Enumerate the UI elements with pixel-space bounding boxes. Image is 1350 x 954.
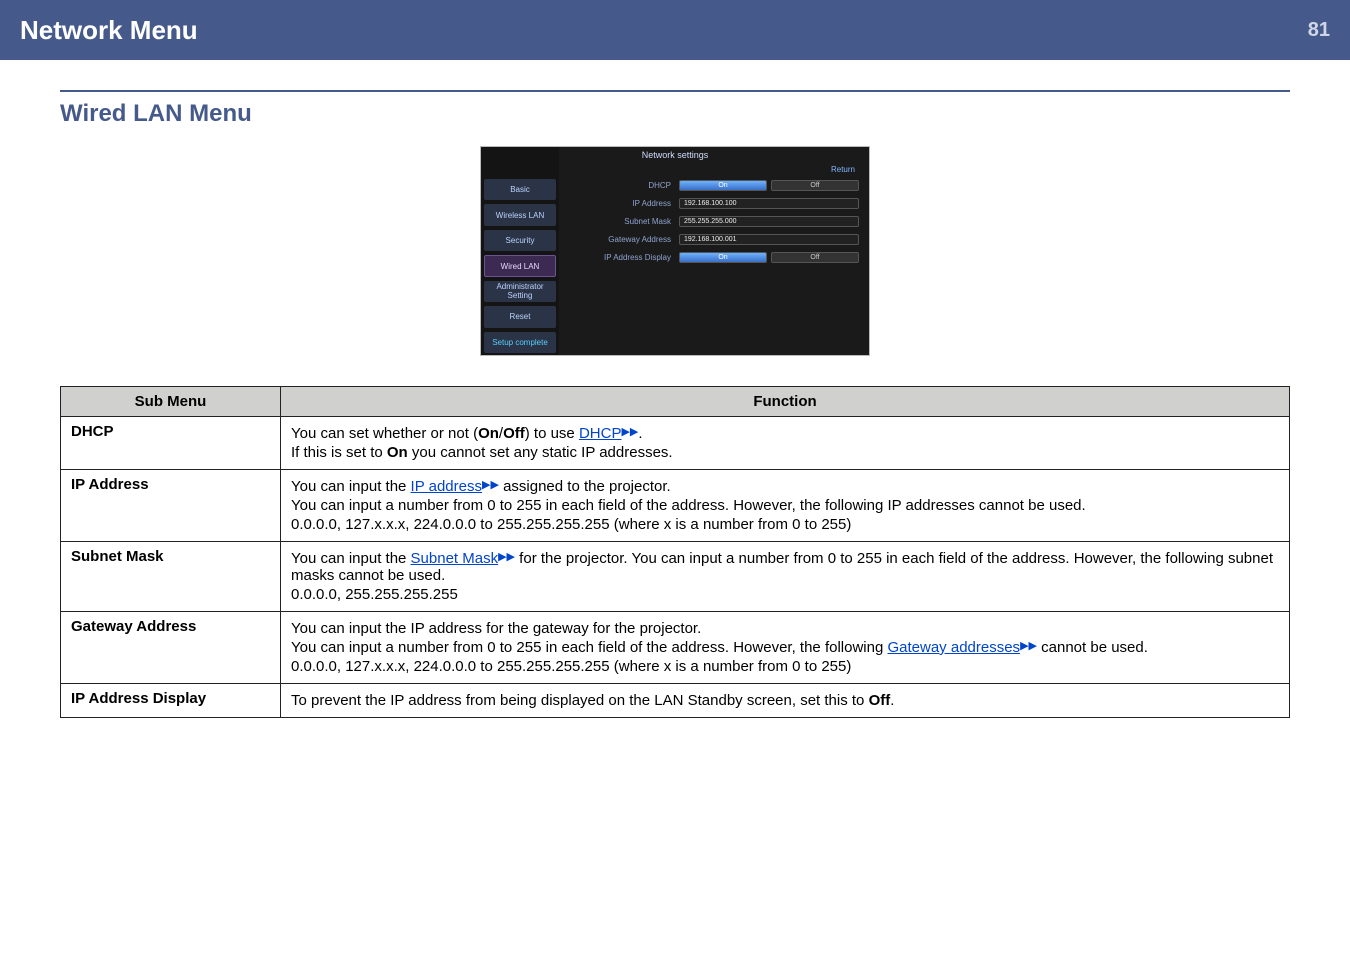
on-label: On xyxy=(478,425,499,442)
link-icon: ▶▶ xyxy=(621,426,638,438)
link-icon: ▶▶ xyxy=(1020,640,1037,652)
row-name-ip: IP Address xyxy=(61,470,281,542)
off-label: Off xyxy=(503,425,525,442)
label-dhcp: DHCP xyxy=(569,181,679,190)
toggle-display[interactable]: On Off xyxy=(679,252,859,263)
row-func-gateway: You can input the IP address for the gat… xyxy=(281,612,1290,684)
link-icon: ▶▶ xyxy=(498,551,515,563)
row-name-gateway: Gateway Address xyxy=(61,612,281,684)
text: You can input the IP address for the gat… xyxy=(291,620,1279,637)
text: To prevent the IP address from being dis… xyxy=(291,692,869,709)
row-dhcp: DHCP On Off xyxy=(569,177,859,193)
table-row: Gateway Address You can input the IP add… xyxy=(61,612,1290,684)
sidebar-item-admin[interactable]: Administrator Setting xyxy=(484,281,556,302)
sidebar-item-reset[interactable]: Reset xyxy=(484,306,556,327)
toggle-dhcp[interactable]: On Off xyxy=(679,180,859,191)
field-gateway[interactable]: 192.168.100.001 xyxy=(679,234,859,245)
header-function: Function xyxy=(281,387,1290,417)
sidebar-item-wireless[interactable]: Wireless LAN xyxy=(484,204,556,225)
table-row: IP Address Display To prevent the IP add… xyxy=(61,684,1290,718)
section-divider xyxy=(60,90,1290,92)
sidebar-item-wired[interactable]: Wired LAN xyxy=(484,255,556,276)
row-ip: IP Address 192.168.100.100 xyxy=(569,195,859,211)
dhcp-on[interactable]: On xyxy=(679,180,767,191)
sidebar-item-basic[interactable]: Basic xyxy=(484,179,556,200)
sidebar-item-security[interactable]: Security xyxy=(484,230,556,251)
row-func-display: To prevent the IP address from being dis… xyxy=(281,684,1290,718)
link-dhcp[interactable]: DHCP xyxy=(579,425,622,442)
row-name-subnet: Subnet Mask xyxy=(61,542,281,612)
row-func-dhcp: You can set whether or not (On/Off) to u… xyxy=(281,417,1290,470)
off-label: Off xyxy=(869,692,891,709)
text: You can set whether or not ( xyxy=(291,425,478,442)
function-table: Sub Menu Function DHCP You can set wheth… xyxy=(60,386,1290,718)
page-header: Network Menu 81 xyxy=(0,0,1350,60)
text: 0.0.0.0, 255.255.255.255 xyxy=(291,586,1279,603)
label-subnet: Subnet Mask xyxy=(569,217,679,226)
on-label: On xyxy=(387,444,408,461)
text: ) to use xyxy=(525,425,579,442)
text: You can input the xyxy=(291,478,411,495)
row-gateway: Gateway Address 192.168.100.001 xyxy=(569,231,859,247)
page-title: Network Menu xyxy=(20,15,1308,46)
table-row: Subnet Mask You can input the Subnet Mas… xyxy=(61,542,1290,612)
screenshot-sidebar: Basic Wireless LAN Security Wired LAN Ad… xyxy=(481,147,559,355)
row-func-ip: You can input the IP address▶▶ assigned … xyxy=(281,470,1290,542)
link-gateway[interactable]: Gateway addresses xyxy=(887,639,1020,656)
label-ip: IP Address xyxy=(569,199,679,208)
section-title: Wired LAN Menu xyxy=(60,100,1290,128)
row-name-dhcp: DHCP xyxy=(61,417,281,470)
text: You can input a number from 0 to 255 in … xyxy=(291,497,1279,514)
settings-screenshot: Network settings Return Basic Wireless L… xyxy=(480,146,870,356)
text: You can input a number from 0 to 255 in … xyxy=(291,639,887,656)
text: 0.0.0.0, 127.x.x.x, 224.0.0.0 to 255.255… xyxy=(291,658,1279,675)
row-subnet: Subnet Mask 255.255.255.000 xyxy=(569,213,859,229)
dhcp-off[interactable]: Off xyxy=(771,180,859,191)
text: You can input the xyxy=(291,550,411,567)
field-subnet[interactable]: 255.255.255.000 xyxy=(679,216,859,227)
text: 0.0.0.0, 127.x.x.x, 224.0.0.0 to 255.255… xyxy=(291,516,1279,533)
link-icon: ▶▶ xyxy=(482,479,499,491)
link-subnet[interactable]: Subnet Mask xyxy=(411,550,499,567)
table-row: IP Address You can input the IP address▶… xyxy=(61,470,1290,542)
text: . xyxy=(638,425,642,442)
row-name-display: IP Address Display xyxy=(61,684,281,718)
text: . xyxy=(890,692,894,709)
header-submenu: Sub Menu xyxy=(61,387,281,417)
field-ip[interactable]: 192.168.100.100 xyxy=(679,198,859,209)
label-display: IP Address Display xyxy=(569,253,679,262)
text: assigned to the projector. xyxy=(499,478,671,495)
screenshot-main: DHCP On Off IP Address 192.168.100.100 S… xyxy=(559,147,869,355)
display-on[interactable]: On xyxy=(679,252,767,263)
table-row: DHCP You can set whether or not (On/Off)… xyxy=(61,417,1290,470)
sidebar-item-setup-complete[interactable]: Setup complete xyxy=(484,332,556,353)
row-func-subnet: You can input the Subnet Mask▶▶ for the … xyxy=(281,542,1290,612)
page-number: 81 xyxy=(1308,19,1330,42)
link-ip[interactable]: IP address xyxy=(411,478,482,495)
display-off[interactable]: Off xyxy=(771,252,859,263)
label-gateway: Gateway Address xyxy=(569,235,679,244)
row-display: IP Address Display On Off xyxy=(569,249,859,265)
text: cannot be used. xyxy=(1037,639,1148,656)
text: If this is set to xyxy=(291,444,387,461)
text: you cannot set any static IP addresses. xyxy=(408,444,673,461)
